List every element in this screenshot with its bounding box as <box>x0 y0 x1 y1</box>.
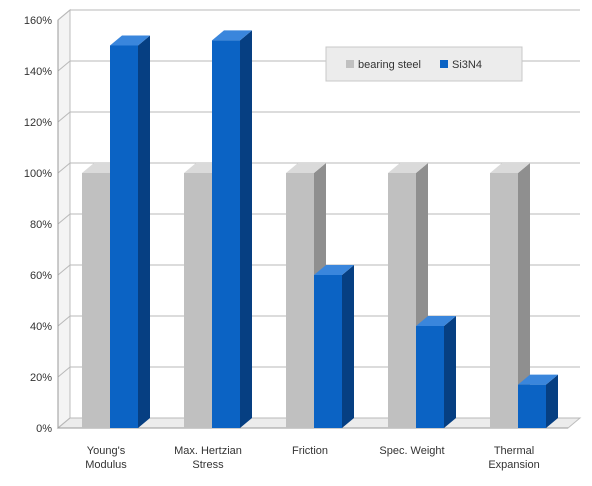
y-tick-label: 120% <box>24 117 52 129</box>
x-category-label: Thermal Expansion <box>488 445 539 471</box>
x-category-label-line: Max. Hertzian <box>174 445 242 457</box>
x-category-label: Young's Modulus <box>85 445 127 471</box>
bar-bearing-steel-front <box>82 173 110 428</box>
bar-si3n4-side <box>138 35 150 428</box>
bar-si3n4-top <box>416 316 456 326</box>
legend-label-si3n4: Si3N4 <box>452 59 482 71</box>
y-tick-label: 100% <box>24 168 52 180</box>
bar-si3n4-top <box>518 374 558 385</box>
y-tick-label: 140% <box>24 66 52 78</box>
x-category-label-line: Expansion <box>488 459 539 471</box>
y-tick-label: 0% <box>36 423 52 435</box>
legend: bearing steel Si3N4 <box>325 46 523 82</box>
legend-swatch-bearing-steel <box>346 60 354 68</box>
bar-si3n4-front <box>212 40 240 429</box>
bar-si3n4 <box>416 316 456 428</box>
bar-si3n4-front <box>518 384 546 428</box>
gridline-side <box>57 315 71 327</box>
bar-bearing-steel-front <box>184 173 212 428</box>
bar-bearing-steel-top <box>388 163 428 173</box>
gridline-side <box>57 9 71 21</box>
legend-label-bearing-steel: bearing steel <box>358 59 421 71</box>
legend-swatch-si3n4 <box>440 60 448 68</box>
y-tick-label: 80% <box>30 219 52 231</box>
x-category-label-line: Spec. Weight <box>379 445 444 457</box>
bar-si3n4-side <box>342 265 354 428</box>
bar-bearing-steel-front <box>286 173 314 428</box>
x-category-label-line: Modulus <box>85 459 127 471</box>
bar-si3n4-side <box>546 374 558 428</box>
bars <box>82 30 558 429</box>
y-tick-label: 60% <box>30 270 52 282</box>
x-category-label: Spec. Weight <box>379 445 444 457</box>
bar-bearing-steel-front <box>490 173 518 428</box>
x-category-label-line: Young's <box>87 445 126 457</box>
x-category-label-line: Thermal <box>494 445 534 457</box>
bar-bearing-steel <box>490 163 530 428</box>
bar-bearing-steel-top <box>490 163 530 173</box>
x-category-label-line: Friction <box>292 445 328 457</box>
bar-si3n4-top <box>110 35 150 46</box>
gridline-side <box>57 111 71 123</box>
gridline-side <box>57 60 71 72</box>
x-category-label: Friction <box>292 445 328 457</box>
gridline-side <box>57 417 71 429</box>
legend-box <box>325 46 523 82</box>
bar-si3n4 <box>212 30 252 429</box>
gridline-side <box>57 264 71 276</box>
bar-si3n4 <box>110 35 150 428</box>
gridline-side <box>57 162 71 174</box>
bar-si3n4-front <box>314 275 342 428</box>
bar-si3n4 <box>314 265 354 428</box>
bar-si3n4-top <box>212 30 252 41</box>
bar-si3n4-top <box>314 265 354 275</box>
bar-si3n4 <box>518 374 558 428</box>
gridline-side <box>57 366 71 378</box>
bar-bearing-steel-front <box>388 173 416 428</box>
bar-bearing-steel-side <box>518 163 530 428</box>
bar-bearing-steel-top <box>286 163 326 173</box>
bar-si3n4-side <box>444 316 456 428</box>
y-tick-label: 160% <box>24 15 52 27</box>
y-tick-label: 20% <box>30 372 52 384</box>
bar-si3n4-front <box>416 326 444 428</box>
bar-si3n4-front <box>110 45 138 428</box>
x-category-label: Max. Hertzian Stress <box>174 445 242 471</box>
bar-si3n4-side <box>240 30 252 429</box>
x-category-label-line: Stress <box>192 459 224 471</box>
y-tick-label: 40% <box>30 321 52 333</box>
gridline-side <box>57 213 71 225</box>
